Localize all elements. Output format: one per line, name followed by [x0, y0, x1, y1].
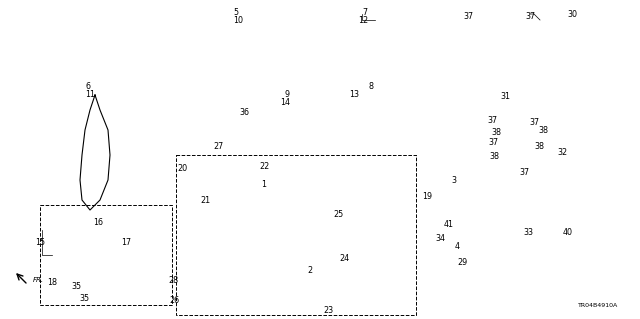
Text: 36: 36	[239, 108, 249, 117]
Text: 15: 15	[35, 238, 45, 247]
Text: 38: 38	[534, 142, 544, 151]
Text: 41: 41	[444, 220, 454, 229]
Text: 38: 38	[489, 152, 499, 161]
Text: 14: 14	[280, 98, 290, 107]
Text: 40: 40	[563, 228, 573, 237]
Text: 37: 37	[463, 12, 473, 21]
Text: 11: 11	[85, 90, 95, 99]
Text: 10: 10	[233, 16, 243, 25]
Text: 7: 7	[362, 8, 367, 17]
Text: TR04B4910A: TR04B4910A	[578, 303, 618, 308]
Text: 24: 24	[339, 254, 349, 263]
Text: 37: 37	[529, 118, 539, 127]
Text: 37: 37	[519, 168, 529, 177]
Text: 27: 27	[213, 142, 223, 151]
Text: 28: 28	[168, 276, 178, 285]
Text: 25: 25	[333, 210, 343, 219]
Text: 16: 16	[93, 218, 103, 227]
Text: 22: 22	[259, 162, 269, 171]
Text: 32: 32	[557, 148, 567, 157]
Text: FR.: FR.	[33, 277, 44, 283]
Text: 35: 35	[71, 282, 81, 291]
Text: 2: 2	[307, 266, 312, 275]
Text: 29: 29	[457, 258, 467, 267]
Text: 20: 20	[177, 164, 187, 173]
Text: 1: 1	[262, 180, 266, 189]
Text: 31: 31	[500, 92, 510, 101]
Text: 26: 26	[169, 296, 179, 305]
Text: 5: 5	[234, 8, 239, 17]
Text: 6: 6	[86, 82, 90, 91]
Text: 3: 3	[451, 176, 456, 185]
Text: 33: 33	[523, 228, 533, 237]
Text: 38: 38	[491, 128, 501, 137]
Text: 37: 37	[487, 116, 497, 125]
Text: 9: 9	[284, 90, 289, 99]
Text: 18: 18	[47, 278, 57, 287]
Text: 21: 21	[200, 196, 210, 205]
Text: 23: 23	[323, 306, 333, 315]
Text: 34: 34	[435, 234, 445, 243]
Text: 37: 37	[488, 138, 498, 147]
Text: 17: 17	[121, 238, 131, 247]
Text: 19: 19	[422, 192, 432, 201]
Bar	[40, 205, 172, 305]
Text: 30: 30	[567, 10, 577, 19]
Text: 8: 8	[369, 82, 374, 91]
Text: 4: 4	[454, 242, 460, 251]
Bar	[176, 155, 416, 315]
Text: 37: 37	[525, 12, 535, 21]
Text: 35: 35	[79, 294, 89, 303]
Text: 12: 12	[358, 16, 368, 25]
Text: 13: 13	[349, 90, 359, 99]
Text: 38: 38	[538, 126, 548, 135]
